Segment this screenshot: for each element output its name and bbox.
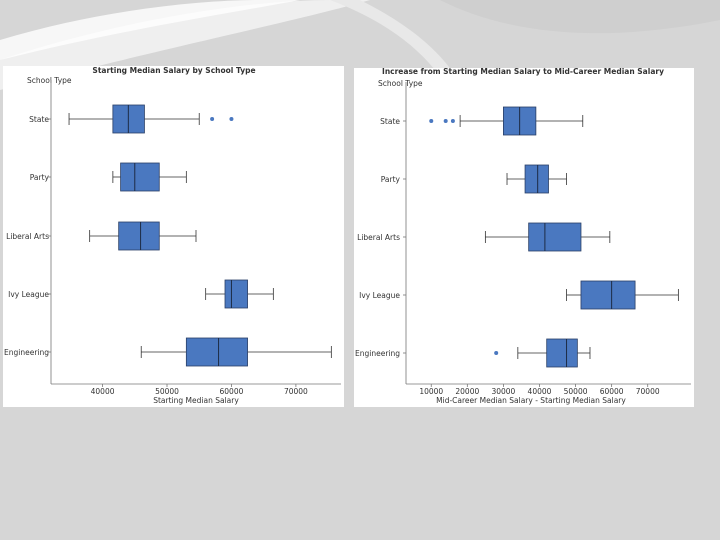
chart-title: Increase from Starting Median Salary to … bbox=[382, 68, 664, 76]
y-axis-label: School Type bbox=[378, 79, 423, 88]
category-label: Engineering bbox=[355, 349, 400, 358]
category-label: Party bbox=[381, 175, 401, 184]
box bbox=[118, 221, 160, 251]
box bbox=[185, 337, 248, 367]
x-tick-label: 40000 bbox=[528, 387, 552, 396]
category-label: Party bbox=[30, 173, 50, 182]
category-label: Ivy League bbox=[8, 290, 49, 299]
boxplot-starting-salary: Starting Median Salary by School Type Sc… bbox=[4, 66, 341, 405]
box bbox=[524, 164, 549, 194]
x-tick-label: 10000 bbox=[419, 387, 443, 396]
x-tick-label: 50000 bbox=[155, 387, 179, 396]
x-tick-label: 30000 bbox=[491, 387, 515, 396]
category-label: Liberal Arts bbox=[357, 233, 400, 242]
category-label: Liberal Arts bbox=[6, 232, 49, 241]
y-axis-label: School Type bbox=[27, 76, 72, 85]
outlier-point bbox=[494, 351, 499, 355]
chart-panel-salary-increase: Increase from Starting Median Salary to … bbox=[354, 67, 694, 407]
x-tick-label: 60000 bbox=[600, 387, 624, 396]
chart-title: Starting Median Salary by School Type bbox=[92, 66, 255, 75]
outlier-point bbox=[210, 117, 215, 121]
x-tick-label: 20000 bbox=[455, 387, 479, 396]
category-label: State bbox=[380, 117, 400, 126]
x-tick-label: 40000 bbox=[91, 387, 115, 396]
outlier-point bbox=[450, 119, 455, 123]
x-tick-label: 50000 bbox=[564, 387, 588, 396]
box bbox=[120, 162, 160, 192]
x-axis-label: Mid-Career Median Salary - Starting Medi… bbox=[436, 396, 626, 405]
category-label: Engineering bbox=[4, 348, 49, 357]
boxplot-salary-increase: Increase from Starting Median Salary to … bbox=[355, 67, 691, 405]
x-tick-label: 70000 bbox=[636, 387, 660, 396]
outlier-point bbox=[429, 119, 434, 123]
category-label: Ivy League bbox=[359, 291, 400, 300]
box bbox=[224, 279, 248, 309]
x-axis-label: Starting Median Salary bbox=[153, 396, 239, 405]
box bbox=[528, 222, 582, 252]
outlier-point bbox=[229, 117, 234, 121]
box bbox=[546, 338, 578, 368]
x-tick-label: 70000 bbox=[284, 387, 308, 396]
x-tick-label: 60000 bbox=[220, 387, 244, 396]
chart-panel-starting-salary: Starting Median Salary by School Type Sc… bbox=[3, 66, 344, 407]
category-label: State bbox=[29, 115, 49, 124]
outlier-point bbox=[443, 119, 448, 123]
box bbox=[580, 280, 636, 310]
